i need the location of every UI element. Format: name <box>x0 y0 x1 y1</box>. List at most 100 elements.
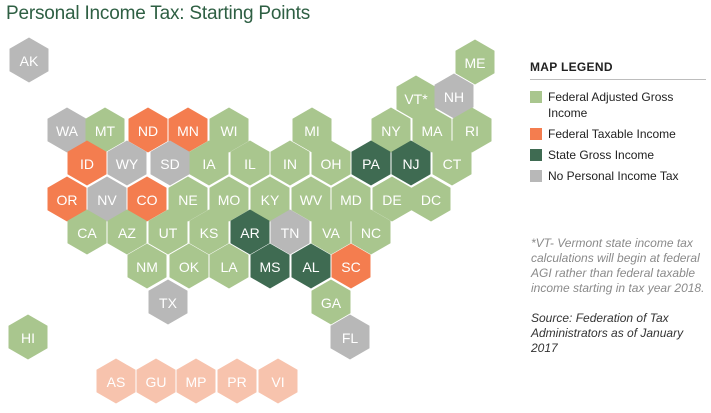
state-hex-nj: NJ <box>391 140 431 186</box>
state-hex-wi-label: WI <box>220 123 237 139</box>
state-hex-ma-shape <box>412 107 452 153</box>
state-hex-ct-shape <box>432 140 472 186</box>
state-hex-sd-label: SD <box>160 156 179 172</box>
state-hex-ri-shape <box>452 107 492 153</box>
state-hex-ar: AR <box>230 209 270 255</box>
state-hex-tn-label: TN <box>281 225 300 241</box>
state-hex-sc: SC <box>331 243 371 289</box>
state-hex-mo-label: MO <box>218 192 241 208</box>
territory-hex-vi: VI <box>258 358 298 404</box>
territory-hex-vi-label: VI <box>271 374 284 390</box>
legend-label-none: No Personal Income Tax <box>548 169 679 183</box>
state-hex-mn-label: MN <box>177 123 199 139</box>
state-hex-de-label: DE <box>382 192 401 208</box>
state-hex-ut-shape <box>148 209 188 255</box>
state-hex-nv-shape <box>87 176 127 222</box>
state-hex-nh-shape <box>434 73 474 119</box>
state-hex-tx: TX <box>148 279 188 325</box>
state-hex-nv: NV <box>87 176 127 222</box>
state-hex-ut-label: UT <box>159 225 178 241</box>
state-hex-ga-label: GA <box>321 295 342 311</box>
state-hex-ma: MA <box>412 107 452 153</box>
state-hex-co-label: CO <box>137 192 158 208</box>
state-hex-ny: NY <box>371 107 411 153</box>
state-hex-nh: NH <box>434 73 474 119</box>
state-hex-nm: NM <box>127 243 167 289</box>
state-hex-az-label: AZ <box>118 225 136 241</box>
state-hex-ms-shape <box>250 243 290 289</box>
state-hex-or: OR <box>47 176 87 222</box>
state-hex-hi-label: HI <box>21 330 35 346</box>
territory-hex-gu: GU <box>136 358 176 404</box>
state-hex-de-shape <box>372 176 412 222</box>
legend-swatch-sgi <box>530 149 542 161</box>
state-hex-in: IN <box>270 140 310 186</box>
state-hex-nd: ND <box>128 107 168 153</box>
state-hex-ks: KS <box>189 209 229 255</box>
state-hex-al-label: AL <box>302 259 319 275</box>
state-hex-mt-shape <box>85 107 125 153</box>
legend-swatch-fti <box>530 128 542 140</box>
state-hex-ri-label: RI <box>465 123 479 139</box>
state-hex-or-label: OR <box>57 192 78 208</box>
state-hex-nv-label: NV <box>97 192 117 208</box>
state-hex-in-shape <box>270 140 310 186</box>
territory-hex-mp: MP <box>176 358 216 404</box>
state-hex-mi-shape <box>292 107 332 153</box>
state-hex-co: CO <box>127 176 167 222</box>
state-hex-ks-shape <box>189 209 229 255</box>
state-hex-mt-label: MT <box>95 123 116 139</box>
state-hex-tx-shape <box>148 279 188 325</box>
state-hex-de: DE <box>372 176 412 222</box>
state-hex-ny-shape <box>371 107 411 153</box>
state-hex-az-shape <box>107 209 147 255</box>
state-hex-fl-shape <box>330 314 370 360</box>
state-hex-il-shape <box>230 140 270 186</box>
state-hex-ak-label: AK <box>20 53 39 69</box>
state-hex-ca-shape <box>67 209 107 255</box>
state-hex-or-shape <box>47 176 87 222</box>
state-hex-tn: TN <box>270 209 310 255</box>
state-hex-nd-shape <box>128 107 168 153</box>
state-hex-al: AL <box>291 243 331 289</box>
state-hex-az: AZ <box>107 209 147 255</box>
state-hex-ne: NE <box>168 176 208 222</box>
page-title: Personal Income Tax: Starting Points <box>6 3 310 24</box>
state-hex-ne-label: NE <box>178 192 197 208</box>
state-hex-ak-shape <box>9 37 49 83</box>
state-hex-ks-label: KS <box>200 225 219 241</box>
state-hex-nc: NC <box>351 209 391 255</box>
state-hex-va-label: VA <box>322 225 340 241</box>
state-hex-sd-shape <box>150 140 190 186</box>
state-hex-ne-shape <box>168 176 208 222</box>
legend-title: MAP LEGEND <box>530 60 706 80</box>
state-hex-wi-shape <box>209 107 249 153</box>
state-hex-ky: KY <box>250 176 290 222</box>
state-hex-ar-shape <box>230 209 270 255</box>
state-hex-pa-label: PA <box>362 156 380 172</box>
state-hex-ma-label: MA <box>422 123 444 139</box>
state-hex-wy-label: WY <box>116 156 139 172</box>
state-hex-vt-shape <box>396 75 436 121</box>
state-hex-ms: MS <box>250 243 290 289</box>
state-hex-oh: OH <box>311 140 351 186</box>
state-hex-id-label: ID <box>80 156 94 172</box>
state-hex-mo: MO <box>209 176 249 222</box>
legend-item-fti: Federal Taxable Income <box>530 126 706 142</box>
state-hex-nm-shape <box>127 243 167 289</box>
state-hex-la-label: LA <box>220 259 238 275</box>
legend-swatch-fagi <box>530 91 542 103</box>
state-hex-ms-label: MS <box>260 259 281 275</box>
state-hex-ia-label: IA <box>202 156 216 172</box>
state-hex-mt: MT <box>85 107 125 153</box>
state-hex-wa-label: WA <box>56 123 79 139</box>
state-hex-ok-shape <box>169 243 209 289</box>
state-hex-hi: HI <box>8 314 48 360</box>
state-hex-va-shape <box>311 209 351 255</box>
state-hex-sd: SD <box>150 140 190 186</box>
state-hex-in-label: IN <box>283 156 297 172</box>
state-hex-al-shape <box>291 243 331 289</box>
state-hex-ak: AK <box>9 37 49 83</box>
state-hex-wy-shape <box>107 140 147 186</box>
state-hex-oh-shape <box>311 140 351 186</box>
